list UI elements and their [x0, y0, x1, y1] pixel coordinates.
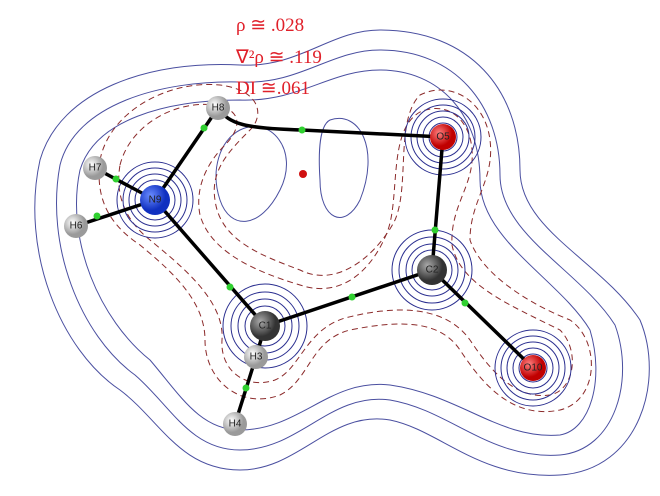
atom-label: O5: [436, 132, 450, 143]
atom-label: H3: [250, 352, 263, 363]
critical-points: [94, 125, 469, 392]
atom-label: H7: [89, 163, 102, 174]
laplacian-label: ∇²ρ ≅ .119: [235, 47, 322, 68]
atom-label: C1: [259, 321, 272, 332]
atom-label: H6: [70, 221, 83, 232]
atom-label: H8: [212, 103, 225, 114]
atom-label: N9: [149, 195, 162, 206]
di-label: DI ≅.061: [236, 78, 310, 99]
rho-label: ρ ≅ .028: [236, 15, 304, 36]
annotation: ρ ≅ .028 ∇²ρ ≅ .119 DI ≅.061: [235, 15, 322, 99]
atom-label: C2: [426, 265, 439, 276]
atom-label: H4: [229, 419, 242, 430]
contours: [35, 30, 650, 475]
qtaim-plot: H8 O5 H7 N9 H6 C2 C1 H3 O10 H4 ρ ≅ .028 …: [0, 0, 660, 496]
atom-label: O10: [524, 363, 543, 374]
